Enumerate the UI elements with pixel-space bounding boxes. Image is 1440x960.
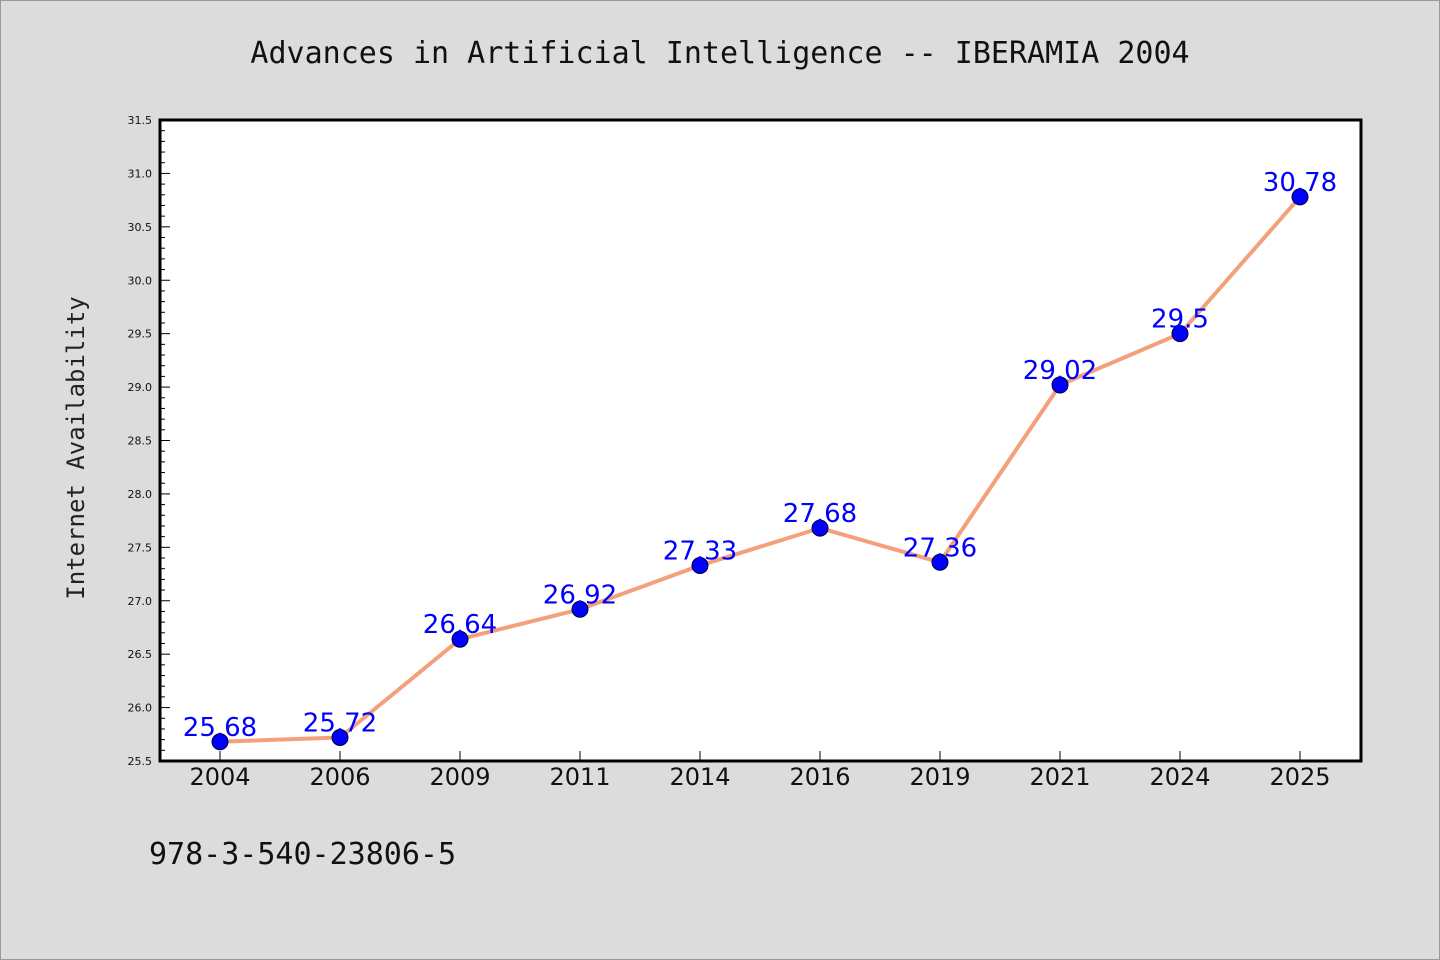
footnote-isbn: 978-3-540-23806-5: [149, 837, 456, 872]
x-tick-label: 2025: [1269, 763, 1330, 791]
data-point: [1171, 325, 1189, 343]
data-point: [571, 600, 589, 618]
y-tick-label: 26.5: [128, 648, 153, 661]
data-label: 25.72: [303, 708, 377, 738]
data-point: [691, 556, 709, 574]
series-line: [219, 195, 1302, 744]
y-tick-label: 30.5: [128, 221, 153, 234]
data-label: 25.68: [183, 713, 257, 743]
x-tick-label: 2009: [429, 763, 490, 791]
data-point: [331, 728, 349, 746]
y-tick-label: 29.0: [128, 381, 153, 394]
data-point: [1291, 188, 1309, 206]
y-tick-label: 29.5: [128, 328, 153, 341]
data-label: 29.5: [1151, 305, 1209, 335]
y-tick-label: 31.5: [128, 114, 153, 127]
x-tick-label: 2014: [669, 763, 730, 791]
y-tick-label: 26.0: [128, 702, 153, 715]
y-tick-label: 27.5: [128, 541, 153, 554]
x-axis-ticks: 2004 2006 2009 2011 2014 2016 2019 2021 2024 2025: [189, 751, 1331, 791]
x-tick-label: 2024: [1149, 763, 1210, 791]
y-tick-label: 25.5: [128, 755, 153, 768]
data-label: 26.92: [543, 580, 617, 610]
x-tick-label: 2006: [309, 763, 370, 791]
data-markers: [211, 188, 1309, 751]
data-point: [931, 553, 949, 571]
data-label: 26.64: [423, 610, 497, 640]
data-label: 27.68: [783, 499, 857, 529]
y-tick-label: 30.0: [128, 274, 153, 287]
y-tick-label: 31.0: [128, 167, 153, 180]
data-label: 27.33: [663, 536, 737, 566]
data-point: [211, 733, 229, 751]
x-tick-label: 2021: [1029, 763, 1090, 791]
data-point: [811, 519, 829, 537]
y-axis-label: Internet Availability: [62, 296, 90, 599]
x-tick-label: 2019: [909, 763, 970, 791]
y-tick-label: 28.0: [128, 488, 153, 501]
data-label: 30.78: [1263, 168, 1337, 198]
y-tick-label: 28.5: [128, 435, 153, 448]
data-point: [451, 630, 469, 648]
y-tick-label: 27.0: [128, 595, 153, 608]
data-label: 27.36: [903, 533, 977, 563]
data-label: 29.02: [1023, 356, 1097, 386]
x-tick-label: 2004: [189, 763, 250, 791]
data-point: [1051, 376, 1069, 394]
y-axis-ticks: 25.5 26.0 26.5 27.0 27.5 28.0 28.5 29.0 29.5 30.0…: [128, 114, 170, 768]
data-labels: 25.68 25.72 26.64 26.92 27.33 27.68 27.36 29.02…: [183, 168, 1337, 743]
chart-title: Advances in Artificial Intelligence -- I…: [250, 36, 1189, 71]
x-tick-label: 2011: [549, 763, 610, 791]
x-tick-label: 2016: [789, 763, 850, 791]
plot-area: [158, 118, 1363, 763]
